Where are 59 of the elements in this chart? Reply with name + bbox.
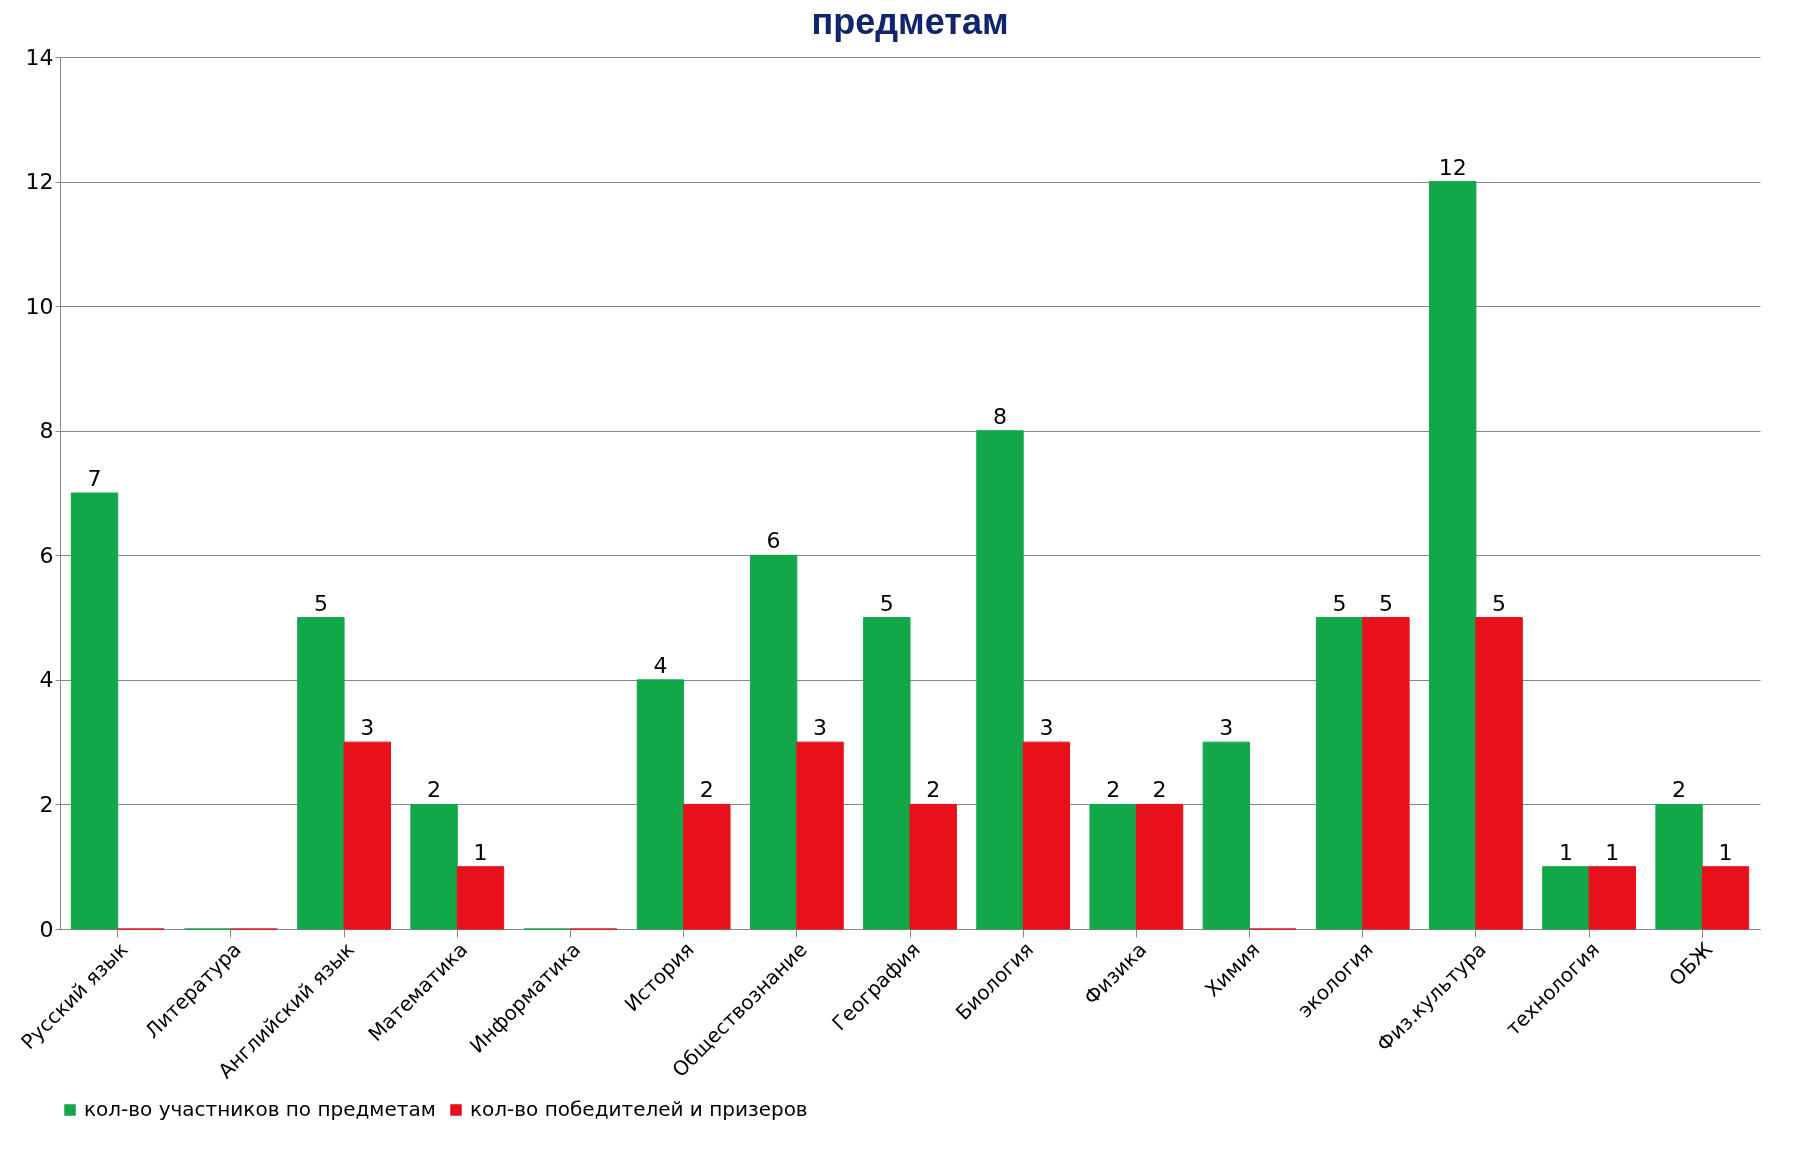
y-tick-label: 0 [39, 916, 54, 942]
data-label: 1 [1558, 839, 1573, 865]
bar [70, 492, 119, 930]
data-label: 2 [1152, 777, 1167, 803]
data-label: 2 [1106, 777, 1121, 803]
chart-title: предметам [811, 1, 1009, 42]
bar [1701, 866, 1750, 930]
data-label: 3 [1219, 715, 1234, 741]
data-label: 8 [992, 403, 1007, 429]
data-label: 12 [1438, 154, 1467, 180]
bar [410, 803, 458, 930]
data-label: 5 [313, 590, 328, 616]
bar [1315, 617, 1364, 930]
bar [976, 430, 1024, 930]
bar [1362, 617, 1410, 930]
y-tick-label: 12 [25, 169, 54, 195]
bar [1588, 866, 1636, 930]
data-label: 5 [879, 590, 894, 616]
bar [749, 554, 798, 930]
legend-label: кол-во участников по предметам [84, 1097, 436, 1121]
data-label: 4 [653, 652, 668, 678]
data-label: 1 [1718, 839, 1733, 865]
data-label: 5 [1332, 590, 1347, 616]
y-tick-label: 10 [25, 293, 54, 319]
data-label: 1 [1605, 839, 1620, 865]
bar [683, 803, 731, 930]
data-label: 2 [699, 777, 714, 803]
bar [636, 679, 685, 930]
bar [1202, 741, 1251, 930]
data-label: 2 [1672, 777, 1687, 803]
data-label: 5 [1378, 590, 1393, 616]
bar [1475, 617, 1523, 930]
y-tick-label: 4 [39, 667, 54, 693]
data-label: 3 [813, 715, 828, 741]
bar [297, 617, 345, 930]
bar [1135, 803, 1184, 930]
bar [796, 741, 844, 930]
y-tick-label: 14 [25, 44, 54, 70]
bar [456, 866, 505, 930]
data-label: 6 [766, 528, 781, 554]
bar [1542, 866, 1590, 930]
bar [1429, 181, 1477, 930]
data-label: 3 [1039, 715, 1054, 741]
bar [909, 803, 957, 930]
y-tick-label: 6 [39, 542, 54, 568]
bar [1089, 803, 1137, 930]
bar [863, 617, 911, 930]
bar [1655, 803, 1703, 930]
data-label: 5 [1492, 590, 1507, 616]
data-label: 7 [87, 466, 102, 491]
legend-label: кол-во победителей и призеров [470, 1097, 808, 1121]
data-label: 1 [473, 839, 488, 865]
bar [1022, 741, 1071, 930]
y-tick-label: 2 [39, 791, 54, 817]
data-label: 2 [427, 777, 442, 803]
data-label: 3 [360, 715, 375, 741]
bar [343, 741, 391, 930]
y-tick-label: 8 [39, 418, 54, 444]
data-label: 2 [926, 777, 941, 803]
